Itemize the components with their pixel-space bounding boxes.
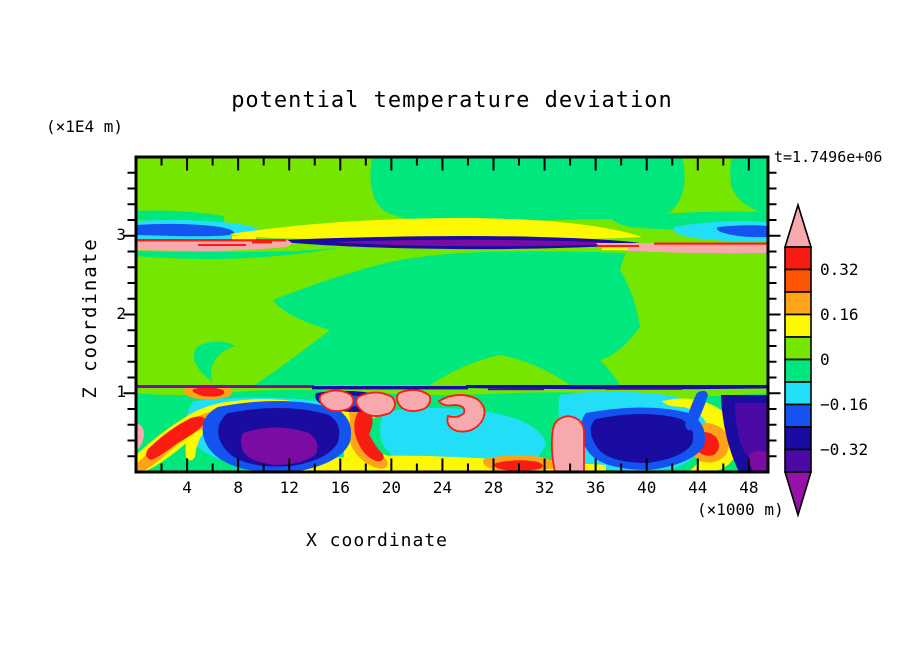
plot-border (134, 155, 770, 474)
x-tick-label: 32 (534, 478, 555, 497)
colorbar-arrow-bottom (783, 471, 813, 518)
x-tick-label: 4 (182, 478, 192, 497)
x-axis-title: X coordinate (305, 530, 449, 551)
colorbar-block-orange (784, 291, 812, 316)
colorbar-block-yellow (784, 313, 812, 338)
colorbar-level-label: 0.16 (820, 304, 859, 324)
colorbar-block-orangered (784, 268, 812, 293)
colorbar-arrow-top (783, 202, 813, 248)
colorbar-level-label: 0 (820, 349, 830, 369)
colorbar (783, 202, 813, 518)
colorbar-blocks (784, 246, 812, 473)
time-annotation: t=1.7496e+06 (774, 148, 883, 166)
x-tick-label: 36 (585, 478, 606, 497)
z-axis-unit-label: (×1E4 m) (46, 117, 124, 136)
axis-ticks (123, 158, 781, 471)
colorbar-block-cyan (784, 381, 812, 406)
x-tick-label: 44 (688, 478, 708, 497)
x-tick-label: 28 (483, 478, 504, 497)
z-tick-label: 2 (116, 303, 126, 323)
colorbar-block-indigo (784, 448, 812, 473)
colorbar-block-chartreuse (784, 336, 812, 361)
plot-title: potential temperature deviation (231, 88, 673, 113)
colorbar-level-label: −0.32 (820, 439, 869, 459)
x-tick-label: 40 (637, 478, 657, 497)
x-tick-label: 24 (432, 478, 453, 497)
colorbar-level-label: 0.32 (820, 259, 859, 279)
colorbar-block-blue (784, 403, 812, 428)
x-tick-label: 16 (330, 478, 350, 497)
x-axis-unit-label: (×1000 m) (697, 500, 784, 519)
z-tick-label: 1 (116, 382, 126, 402)
x-tick-label: 8 (233, 478, 243, 497)
z-tick-label: 3 (116, 224, 126, 244)
colorbar-level-label: −0.16 (820, 394, 869, 414)
colorbar-block-navy (784, 426, 812, 451)
contour-plot (123, 155, 781, 474)
colorbar-block-red (784, 246, 812, 271)
colorbar-block-spring (784, 358, 812, 383)
x-tick-label: 48 (739, 478, 759, 497)
contour-field (136, 157, 768, 473)
x-tick-label: 20 (381, 478, 401, 497)
x-tick-label: 12 (279, 478, 299, 497)
